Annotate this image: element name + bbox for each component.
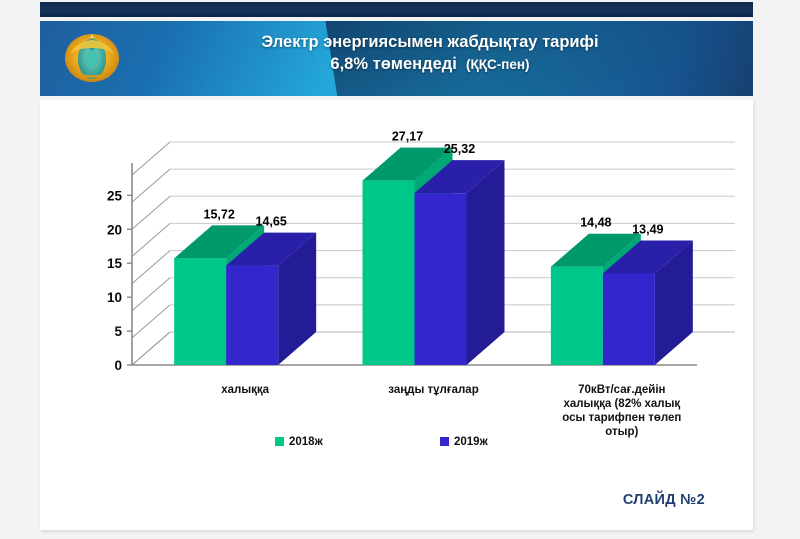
kazakhstan-emblem-icon <box>65 34 119 82</box>
y-axis-tick-label: 25 <box>107 188 123 203</box>
chart-bars <box>174 147 693 365</box>
page-title: Электр энергиясымен жабдықтау тарифі 6,8… <box>150 31 710 76</box>
legend-swatch-2019ж <box>440 437 449 446</box>
x-axis-category-label: халыққа <box>221 384 269 396</box>
bar-value-label: 15,72 <box>204 207 235 221</box>
chart-value-labels: 15,72 14,65 27,17 25,32 14,48 13,49 <box>204 130 664 237</box>
bar-value-label: 27,17 <box>392 130 423 144</box>
y-axis-tick-label: 5 <box>114 324 122 339</box>
bar-value-label: 14,48 <box>580 216 611 230</box>
bar-2019-cat3[interactable] <box>602 240 693 365</box>
legend-swatch-2018ж <box>275 437 284 446</box>
y-axis-tick-label: 10 <box>107 290 122 305</box>
chart-ytick-labels: 0 5 10 15 20 25 <box>107 188 123 373</box>
slide-header: Электр энергиясымен жабдықтау тарифі 6,8… <box>40 21 753 96</box>
x-axis-category-label: заңды тұлғалар <box>388 384 478 396</box>
bar-value-label: 14,65 <box>256 215 287 229</box>
legend-label-2019ж[interactable]: 2019ж <box>454 436 489 448</box>
slide-number: СЛАЙД №2 <box>622 492 705 508</box>
x-axis-category-label: 70кВт/сағ.дейін халыққа (82% халық осы тар… <box>562 384 681 438</box>
y-axis-tick-label: 15 <box>107 256 123 271</box>
title-line-2-note: (ҚҚС-пен) <box>466 57 530 73</box>
top-navy-strip <box>40 2 753 17</box>
bar-2019-cat1[interactable] <box>226 232 317 365</box>
legend-label-2018ж[interactable]: 2018ж <box>289 436 324 448</box>
title-line-2-main: 6,8% төмендеді <box>330 55 457 74</box>
chart-category-labels: халыққа заңды тұлғалар 70кВт/сағ.дейін халы… <box>221 384 681 438</box>
bar-value-label: 13,49 <box>632 222 663 236</box>
y-axis-tick-label: 0 <box>114 358 122 373</box>
y-axis-tick-label: 20 <box>107 222 122 237</box>
title-line-2: 6,8% төмендеді (ҚҚС-пен) <box>150 53 710 75</box>
chart-svg: 0 5 10 15 20 25 15,72 14,65 27,17 25,32 14,48 13,4… <box>107 130 735 448</box>
bar-value-label: 25,32 <box>444 142 475 156</box>
bar-2019-cat2[interactable] <box>414 160 505 365</box>
chart-legend: 2018ж 2019ж <box>275 436 489 448</box>
slide-body: 0 5 10 15 20 25 15,72 14,65 27,17 25,32 14,48 13,4… <box>40 100 753 530</box>
title-line-1: Электр энергиясымен жабдықтау тарифі <box>261 33 599 51</box>
bar-chart: 0 5 10 15 20 25 15,72 14,65 27,17 25,32 14,48 13,4… <box>40 100 753 480</box>
